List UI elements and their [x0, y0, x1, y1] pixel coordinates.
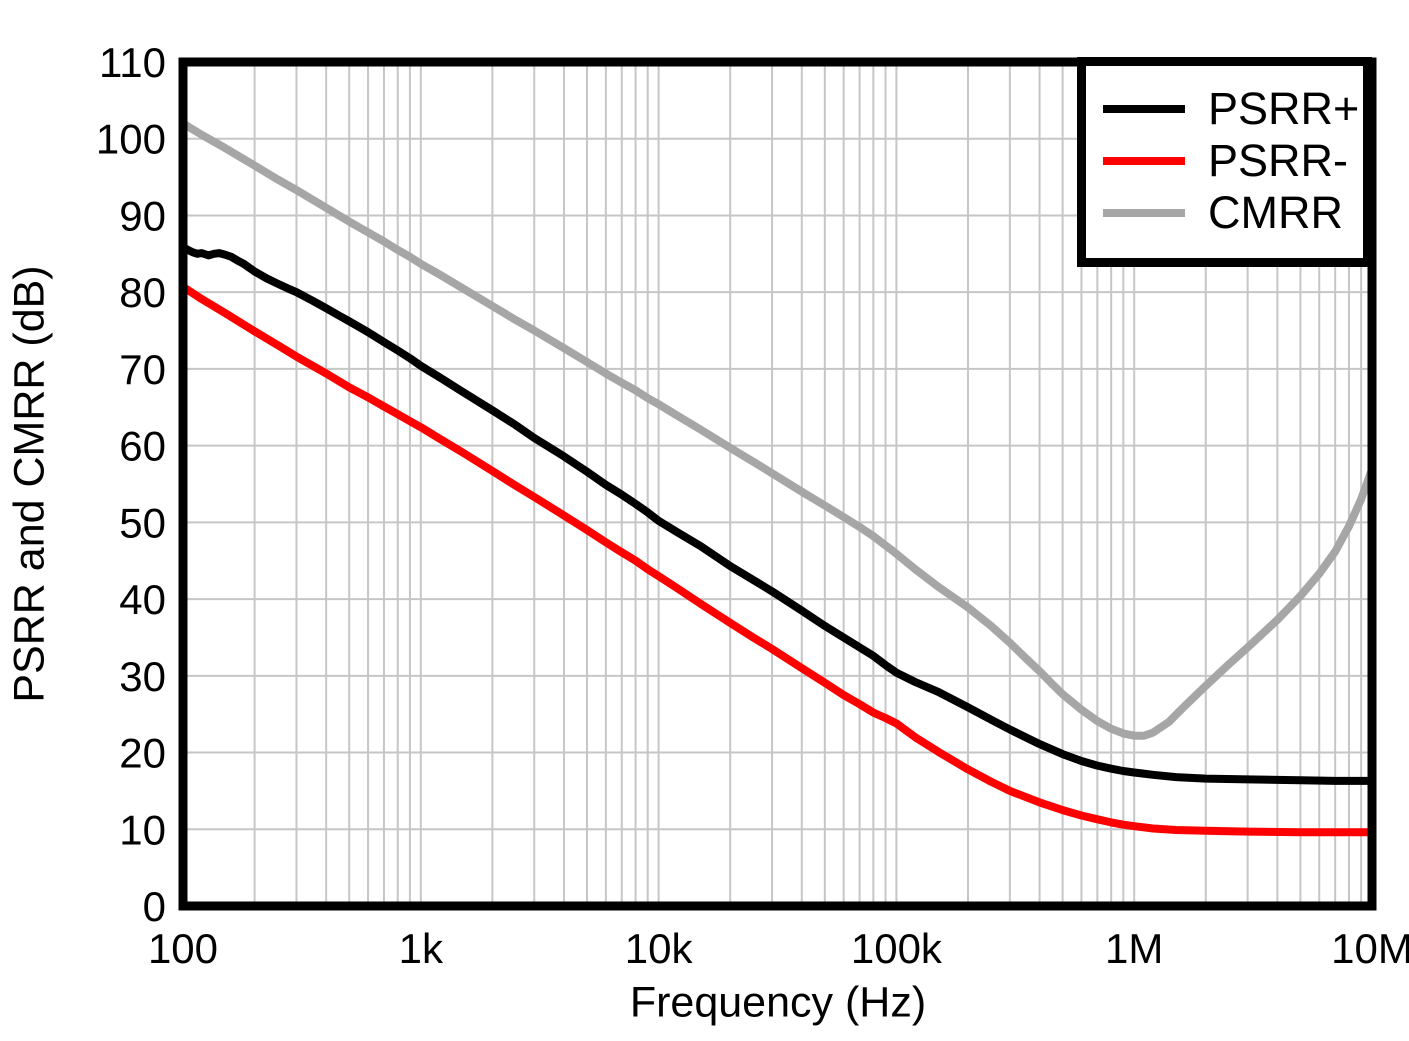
x-tick-label-1M: 1M — [1105, 925, 1163, 972]
legend-row-psrr-plus: PSRR+ — [1086, 83, 1363, 135]
series-line-psrr — [180, 283, 1372, 837]
y-tick-label-0: 0 — [143, 883, 166, 930]
y-axis-title: PSRR and CMRR (dB) — [5, 265, 54, 703]
cmrr-line-swatch — [1103, 209, 1185, 217]
legend: PSRR+ PSRR- CMRR — [1077, 57, 1372, 267]
y-tick-label-80: 80 — [119, 269, 166, 316]
y-tick-label-90: 90 — [119, 192, 166, 239]
cmrr-legend-label: CMRR — [1208, 187, 1343, 238]
y-tick-label-100: 100 — [96, 116, 166, 163]
x-tick-label-10M: 10M — [1331, 925, 1409, 972]
psrr-minus-legend-label: PSRR- — [1208, 135, 1349, 186]
y-tick-label-30: 30 — [119, 653, 166, 700]
plot-frame — [178, 57, 1377, 911]
y-tick-label-40: 40 — [119, 576, 166, 623]
x-tick-label-100: 100 — [148, 925, 218, 972]
legend-row-psrr-minus: PSRR- — [1086, 135, 1363, 187]
x-axis-title: Frequency (Hz) — [629, 978, 927, 1027]
x-tick-label-100k: 100k — [851, 925, 943, 972]
series-line-cmrr — [180, 119, 1376, 740]
psrr-minus-line-swatch — [1103, 157, 1185, 165]
legend-row-cmrr: CMRR — [1086, 187, 1363, 239]
y-tick-label-70: 70 — [119, 346, 166, 393]
x-tick-label-1k: 1k — [399, 925, 444, 972]
y-tick-label-10: 10 — [119, 806, 166, 853]
y-tick-label-20: 20 — [119, 730, 166, 777]
y-tick-label-50: 50 — [119, 499, 166, 546]
x-tick-label-10k: 10k — [625, 925, 694, 972]
psrr-plus-legend-label: PSRR+ — [1208, 83, 1360, 134]
y-tick-label-60: 60 — [119, 423, 166, 470]
psrr-plus-line-swatch — [1103, 105, 1185, 113]
y-tick-label-110: 110 — [99, 39, 166, 86]
series-line-psrr — [180, 243, 1372, 785]
